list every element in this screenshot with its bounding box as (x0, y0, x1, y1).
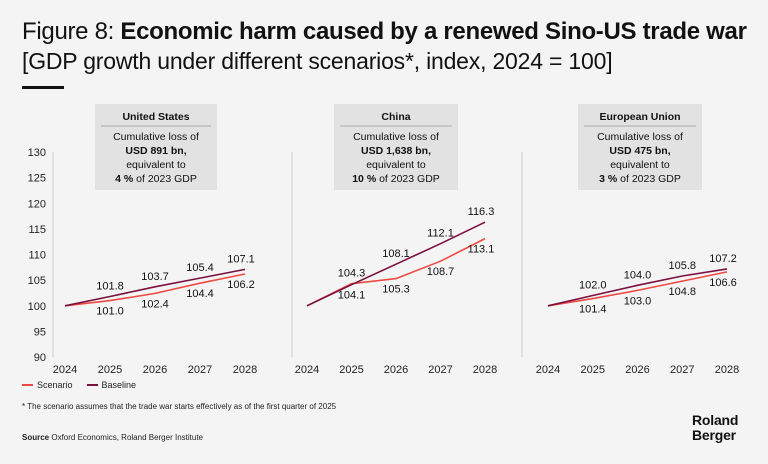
annotation-line-1: Cumulative loss of (597, 131, 683, 143)
legend-label-baseline: Baseline (101, 380, 137, 390)
annotation-box-2 (578, 104, 702, 190)
panel-title: China (381, 111, 410, 123)
x-tick-label: 2026 (143, 364, 167, 376)
y-tick-label: 130 (28, 147, 46, 159)
x-tick-label: 2028 (473, 364, 497, 376)
data-label-baseline: 112.1 (427, 228, 454, 240)
x-tick-label: 2027 (670, 364, 694, 376)
annotation-pct: 3 % (599, 173, 618, 185)
x-tick-label: 2024 (536, 364, 560, 376)
x-tick-label: 2025 (98, 364, 122, 376)
annotation-box-1 (334, 104, 458, 190)
y-tick-label: 105 (28, 275, 46, 287)
series-line-baseline (547, 268, 728, 307)
data-label-scenario: 108.7 (427, 266, 455, 278)
data-label-baseline: 104.0 (624, 269, 652, 281)
y-tick-label: 100 (28, 301, 46, 313)
annotation-line-4: 3 % of 2023 GDP (599, 173, 681, 185)
data-label-scenario: 106.2 (227, 279, 255, 291)
data-label-baseline: 108.1 (382, 248, 410, 260)
x-tick-label: 2026 (625, 364, 649, 376)
logo-line-2: Berger (692, 427, 736, 443)
data-label-baseline: 104.1 (338, 290, 366, 302)
source-note: Source Oxford Economics, Roland Berger I… (22, 433, 203, 442)
source-label: Source (22, 433, 50, 442)
x-tick-label: 2025 (581, 364, 605, 376)
legend-item-scenario: Scenario (22, 380, 73, 390)
figure-subtitle: [GDP growth under different scenarios*, … (22, 48, 613, 74)
annotation-amount: USD 475 bn, (609, 145, 670, 157)
data-label-scenario: 101.0 (96, 306, 124, 318)
x-tick-label: 2024 (295, 364, 319, 376)
data-label-baseline: 103.7 (141, 271, 169, 283)
panel-title: European Union (599, 111, 680, 123)
series-line-baseline (64, 268, 246, 307)
data-label-baseline: 101.8 (96, 281, 124, 293)
data-label-scenario: 106.6 (709, 277, 737, 289)
figure-number: Figure 8: (22, 18, 115, 45)
annotation-pct-rest: of 2023 GDP (617, 173, 681, 185)
title-underline (22, 86, 64, 89)
data-label-baseline: 107.2 (709, 253, 737, 265)
data-label-scenario: 103.0 (624, 295, 652, 307)
data-label-scenario: 104.3 (338, 268, 366, 280)
y-tick-label: 115 (28, 224, 46, 236)
x-tick-label: 2024 (53, 364, 77, 376)
y-tick-label: 120 (28, 198, 46, 210)
annotation-line-1: Cumulative loss of (113, 131, 199, 143)
annotation-line-3: equivalent to (366, 159, 426, 171)
annotation-line-3: equivalent to (610, 159, 670, 171)
annotation-amount: USD 891 bn, (125, 145, 186, 157)
y-tick-label: 95 (34, 326, 46, 338)
charts-svg: 90 95 100 105 110 115 120 125 130 2024 2025 2026 202… (28, 104, 739, 376)
data-label-baseline: 116.3 (468, 206, 495, 218)
annotation-pct: 4 % (115, 173, 134, 185)
data-label-baseline: 105.8 (668, 260, 696, 272)
data-label-baseline: 107.1 (227, 253, 255, 265)
annotation-pct: 10 % (352, 173, 377, 185)
annotation-line-1: Cumulative loss of (353, 131, 439, 143)
legend-swatch-scenario (22, 384, 33, 386)
data-label-baseline: 105.4 (186, 262, 214, 274)
y-tick-label: 110 (28, 250, 46, 262)
legend: Scenario Baseline (22, 380, 136, 390)
y-tick-label: 90 (34, 352, 46, 364)
data-label-baseline: 102.0 (579, 280, 607, 292)
legend-label-scenario: Scenario (37, 380, 73, 390)
data-label-scenario: 104.8 (668, 286, 696, 298)
x-tick-label: 2028 (233, 364, 257, 376)
annotation-line-3: equivalent to (126, 159, 186, 171)
footnote: * The scenario assumes that the trade wa… (22, 402, 337, 411)
data-label-scenario: 102.4 (141, 298, 169, 310)
annotation-pct-rest: of 2023 GDP (133, 173, 197, 185)
series-line-baseline (306, 221, 486, 307)
data-label-scenario: 101.4 (579, 304, 607, 316)
y-tick-label: 125 (28, 173, 46, 185)
x-tick-label: 2028 (715, 364, 739, 376)
source-text: Oxford Economics, Roland Berger Institut… (51, 433, 203, 442)
legend-swatch-baseline (86, 384, 98, 386)
data-label-scenario: 113.1 (468, 244, 495, 256)
annotation-box-0 (95, 104, 217, 190)
figure-main-title: Economic harm caused by a renewed Sino-U… (120, 18, 747, 45)
roland-berger-logo: Roland Berger (692, 413, 738, 443)
x-tick-label: 2027 (428, 364, 452, 376)
x-tick-label: 2025 (339, 364, 363, 376)
annotation-pct-rest: of 2023 GDP (376, 173, 440, 185)
series-line-scenario (64, 273, 246, 307)
data-label-scenario: 104.4 (186, 288, 214, 300)
annotation-line-4: 4 % of 2023 GDP (115, 173, 197, 185)
annotation-amount: USD 1,638 bn, (361, 145, 431, 157)
series-line-scenario (547, 271, 728, 307)
logo-line-1: Roland (692, 412, 739, 428)
legend-item-baseline: Baseline (86, 380, 137, 390)
figure-title: Figure 8: Economic harm caused by a rene… (22, 18, 762, 46)
x-tick-label: 2027 (188, 364, 212, 376)
x-tick-label: 2026 (384, 364, 408, 376)
annotation-line-4: 10 % of 2023 GDP (352, 173, 440, 185)
data-label-scenario: 105.3 (382, 284, 410, 296)
panel-title: United States (122, 111, 189, 123)
